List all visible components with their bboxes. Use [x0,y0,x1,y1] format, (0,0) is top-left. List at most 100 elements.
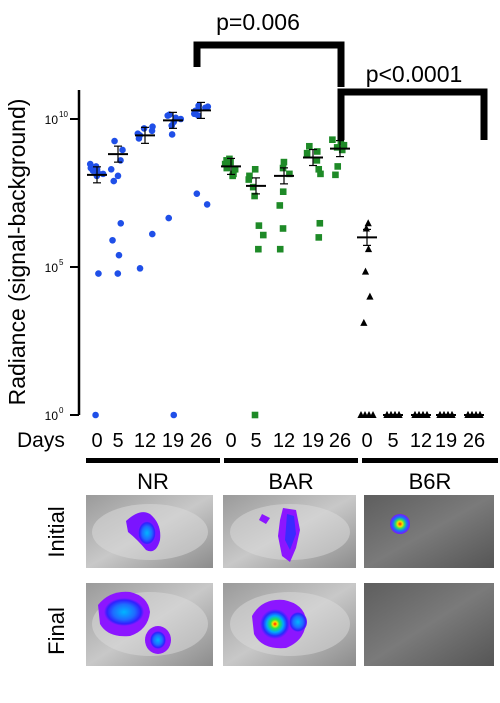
y-tick-label-1: 10 [45,261,59,275]
point-bar-19-2 [306,142,313,150]
point-nr-12-3 [149,123,156,130]
y-tick-exponent-2: 10 [59,110,68,119]
day-label-b6r-19: 19 [435,430,457,452]
point-bar-26-6 [332,171,339,179]
point-bar-0-7 [223,157,230,164]
point-nr-12-4 [135,135,143,142]
day-label-b6r-26: 26 [463,430,485,452]
bracket-line-1 [193,41,345,87]
row-label-final: Final [44,607,69,655]
point-bar-26-5 [334,163,342,170]
y-tick-exponent-0: 0 [59,406,64,415]
day-label-nr-5: 5 [112,430,123,452]
row-label-initial: Initial [44,506,69,557]
days-label: Days [17,429,65,452]
group-label-bar: BAR [268,469,313,494]
point-nr-5-9 [114,270,122,277]
point-bar-12-2 [286,170,293,178]
point-nr-5-6 [117,219,125,227]
point-bar-26-0 [340,141,348,149]
group-bars: NR BAR B6R [86,458,498,494]
day-label-b6r-5: 5 [387,430,398,452]
day-tick-labels: 0 5 12 19 26 0 5 12 19 26 0 5 12 19 26 [91,430,485,452]
point-bar-12-6 [276,202,284,209]
point-bar-12-3 [279,188,287,195]
y-tick-label-0: 10 [45,409,59,423]
day-label-bar-0: 0 [225,430,236,452]
day-label-nr-12: 12 [134,430,156,452]
p-value-1: p=0.006 [216,9,300,35]
group-bar-bar [224,458,358,463]
point-b6r-0-1 [364,219,372,227]
point-nr-12-5 [140,125,148,132]
point-nr-12-6 [148,230,156,238]
point-bar-19-6 [316,219,324,227]
point-nr-26-4 [195,102,202,110]
point-nr-5-5 [110,177,118,185]
point-bar-26-1 [338,146,346,154]
image-initial-bar [223,495,356,568]
group-bar-b6r [362,458,498,463]
point-nr-19-7 [165,214,173,222]
point-b6r-0-9 [361,411,369,418]
point-bar-19-4 [315,165,323,173]
point-bar-5-0 [251,165,259,173]
day-label-nr-26: 26 [190,430,212,452]
point-bar-0-1 [223,164,231,172]
point-bar-0-6 [221,160,229,168]
day-label-bar-19: 19 [302,430,324,452]
point-nr-5-3 [107,165,115,173]
image-final-bar [223,583,356,666]
bracket-bar-b6r: p<0.0001 [337,61,488,140]
bracket-nr-bar: p=0.006 [193,9,345,87]
point-bar-5-3 [251,192,258,200]
point-bar-19-0 [313,157,321,164]
day-label-b6r-12: 12 [410,430,432,452]
point-nr-0-8 [95,270,102,277]
p-value-2: p<0.0001 [366,61,463,87]
day-label-nr-19: 19 [162,430,184,452]
point-nr-0-6 [86,160,94,168]
point-bar-0-4 [231,165,239,173]
y-tick-exponent-1: 5 [59,258,64,267]
point-nr-12-7 [136,265,144,272]
image-final-nr [86,583,213,666]
point-b6r-0-5 [360,318,368,326]
image-initial-nr [86,495,213,568]
day-label-b6r-0: 0 [361,430,372,452]
point-bar-5-2 [245,176,253,183]
point-bar-5-5 [255,245,262,253]
point-bar-5-8 [251,411,259,419]
point-nr-5-1 [119,146,126,154]
point-nr-5-7 [109,236,116,244]
point-b6r-0-3 [361,267,370,275]
point-nr-5-0 [111,137,118,145]
point-nr-26-5 [190,110,198,118]
point-bar-5-1 [246,172,253,180]
point-nr-26-8 [203,201,211,208]
point-b6r-0-4 [366,292,374,300]
point-nr-19-6 [168,131,176,138]
day-label-bar-5: 5 [250,430,261,452]
point-nr-5-4 [114,172,122,180]
point-b6r-0-2 [364,245,373,253]
bracket-line-2 [337,88,488,140]
image-initial-b6r [364,495,494,568]
point-nr-5-8 [115,251,123,259]
point-bar-26-2 [337,138,345,146]
mean-bars [87,101,484,416]
point-bar-12-0 [280,158,288,166]
point-nr-19-8 [170,411,178,419]
point-bar-26-3 [329,136,336,143]
point-bar-5-7 [249,183,257,191]
point-b6r-0-7 [369,411,377,418]
point-bar-19-5 [317,170,324,178]
point-bar-19-1 [303,149,311,157]
point-bar-19-7 [315,234,323,241]
point-bar-19-3 [313,148,321,155]
point-nr-26-7 [193,190,201,197]
point-bar-12-5 [276,245,284,253]
point-bar-5-6 [259,231,267,239]
